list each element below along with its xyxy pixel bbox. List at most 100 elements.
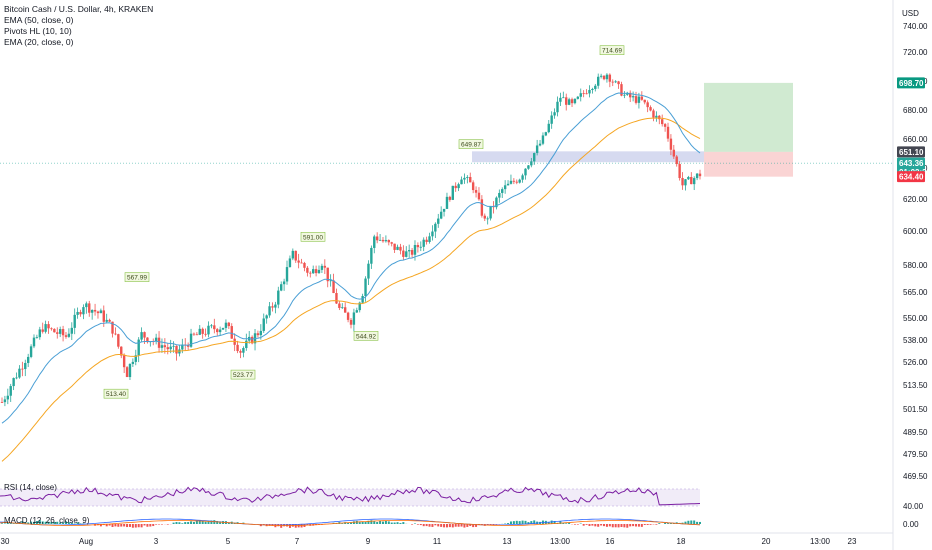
macd-bar bbox=[367, 520, 370, 524]
price-tick-label: 469.50 bbox=[903, 472, 928, 481]
candle-body bbox=[166, 347, 169, 350]
macd-bar bbox=[219, 521, 222, 524]
candle-body bbox=[437, 218, 440, 224]
macd-bar bbox=[192, 522, 195, 524]
candle-body bbox=[393, 243, 396, 250]
macd-bar bbox=[50, 521, 53, 524]
candle-body bbox=[352, 312, 356, 325]
macd-bar bbox=[486, 524, 489, 525]
ema-lines bbox=[1, 92, 701, 462]
time-tick-label: Aug bbox=[79, 537, 93, 546]
candle-body bbox=[38, 329, 42, 338]
candle-body bbox=[617, 81, 620, 85]
candle-body bbox=[338, 303, 341, 308]
candle-body bbox=[346, 312, 350, 320]
price-tag-box bbox=[897, 77, 925, 89]
macd-bar bbox=[300, 524, 303, 528]
candle-body bbox=[224, 322, 228, 328]
macd-bar bbox=[582, 524, 585, 526]
candle-body bbox=[195, 334, 199, 336]
candle-body bbox=[47, 324, 50, 329]
macd-bar bbox=[460, 524, 463, 527]
macd-bar bbox=[585, 524, 588, 525]
macd-bar bbox=[693, 520, 696, 524]
price-tick-label: 526.00 bbox=[903, 358, 928, 367]
price-tag-value: 634.40 bbox=[899, 173, 924, 182]
price-tag-value: 651.10 bbox=[899, 148, 924, 157]
pivot-value: 649.87 bbox=[461, 142, 481, 149]
macd-bar bbox=[62, 522, 65, 524]
macd-bar bbox=[451, 524, 454, 528]
candle-body bbox=[88, 303, 91, 313]
candle-body bbox=[41, 329, 44, 332]
price-tick-label: 513.50 bbox=[903, 381, 928, 390]
macd-label: MACD (12, 26, close, 9) bbox=[4, 516, 90, 525]
pivot-high-label: 714.69 bbox=[599, 45, 625, 55]
candle-body bbox=[396, 246, 399, 250]
macd-bar bbox=[425, 524, 428, 527]
macd-bar bbox=[672, 523, 675, 524]
macd-bar bbox=[466, 524, 469, 527]
candle-body bbox=[623, 94, 626, 96]
candle-body bbox=[425, 239, 428, 242]
price-axis[interactable]: 740.00720.00700.00680.00660.00640.00620.… bbox=[903, 22, 928, 481]
candle-body bbox=[146, 337, 149, 343]
time-axis[interactable]: 30 Aug 3 5 7 9 11 13 13:00 16 18 20 13:00 23 bbox=[1, 537, 857, 546]
macd-bar bbox=[149, 524, 152, 527]
candle-body bbox=[678, 164, 681, 179]
macd-bar bbox=[387, 521, 390, 524]
candle-body bbox=[501, 189, 504, 193]
price-tag-target: 698.70 bbox=[897, 77, 925, 89]
macd-bar bbox=[64, 521, 67, 524]
candle-body bbox=[67, 333, 71, 337]
candle-body bbox=[399, 246, 402, 251]
macd-bar bbox=[105, 524, 108, 527]
macd-bar bbox=[140, 524, 143, 528]
macd-bar bbox=[82, 523, 85, 524]
macd-bar bbox=[416, 524, 419, 525]
macd-bar bbox=[448, 524, 451, 528]
pivot-high-label: 591.00 bbox=[300, 232, 326, 242]
macd-bar bbox=[355, 520, 358, 524]
macd-bar bbox=[137, 524, 140, 528]
pivot-value: 567.99 bbox=[127, 275, 147, 282]
price-tick-label: 479.50 bbox=[903, 450, 928, 459]
macd-bar bbox=[512, 521, 515, 524]
macd-bar bbox=[30, 521, 33, 524]
currency-label: USD bbox=[902, 9, 919, 18]
candle-body bbox=[282, 281, 286, 285]
candle-body bbox=[541, 135, 545, 144]
grid bbox=[0, 0, 894, 550]
candle-body bbox=[690, 177, 693, 185]
resistance-band bbox=[472, 151, 704, 163]
time-tick-label: 16 bbox=[606, 537, 615, 546]
candle-body bbox=[256, 333, 260, 336]
price-tag-value: 643.36 bbox=[899, 159, 924, 168]
candle-body bbox=[105, 319, 108, 322]
macd-bar bbox=[9, 522, 12, 524]
macd-bar bbox=[1, 523, 3, 524]
price-tag-value: 698.70 bbox=[899, 79, 924, 88]
macd-bar bbox=[117, 524, 120, 527]
candle-body bbox=[108, 319, 111, 322]
candle-body bbox=[608, 74, 612, 82]
candle-body bbox=[687, 177, 690, 180]
candle-body bbox=[582, 93, 585, 95]
macd-bar bbox=[547, 522, 550, 524]
macd-bar bbox=[515, 520, 518, 524]
candle-body bbox=[236, 344, 239, 352]
time-tick-label: 5 bbox=[226, 537, 231, 546]
candle-body bbox=[463, 177, 466, 180]
macd-bar bbox=[626, 524, 629, 528]
macd-bar bbox=[489, 524, 492, 526]
candle-body bbox=[355, 310, 359, 313]
candle-body bbox=[157, 337, 161, 348]
candle-body bbox=[675, 156, 678, 165]
chart-legend: Bitcoin Cash / U.S. Dollar, 4h, KRAKEN E… bbox=[4, 4, 153, 48]
macd-bar bbox=[507, 523, 510, 524]
candle-body bbox=[480, 199, 484, 216]
candle-body bbox=[512, 180, 516, 182]
candle-body bbox=[288, 258, 292, 268]
candle-body bbox=[117, 334, 120, 347]
